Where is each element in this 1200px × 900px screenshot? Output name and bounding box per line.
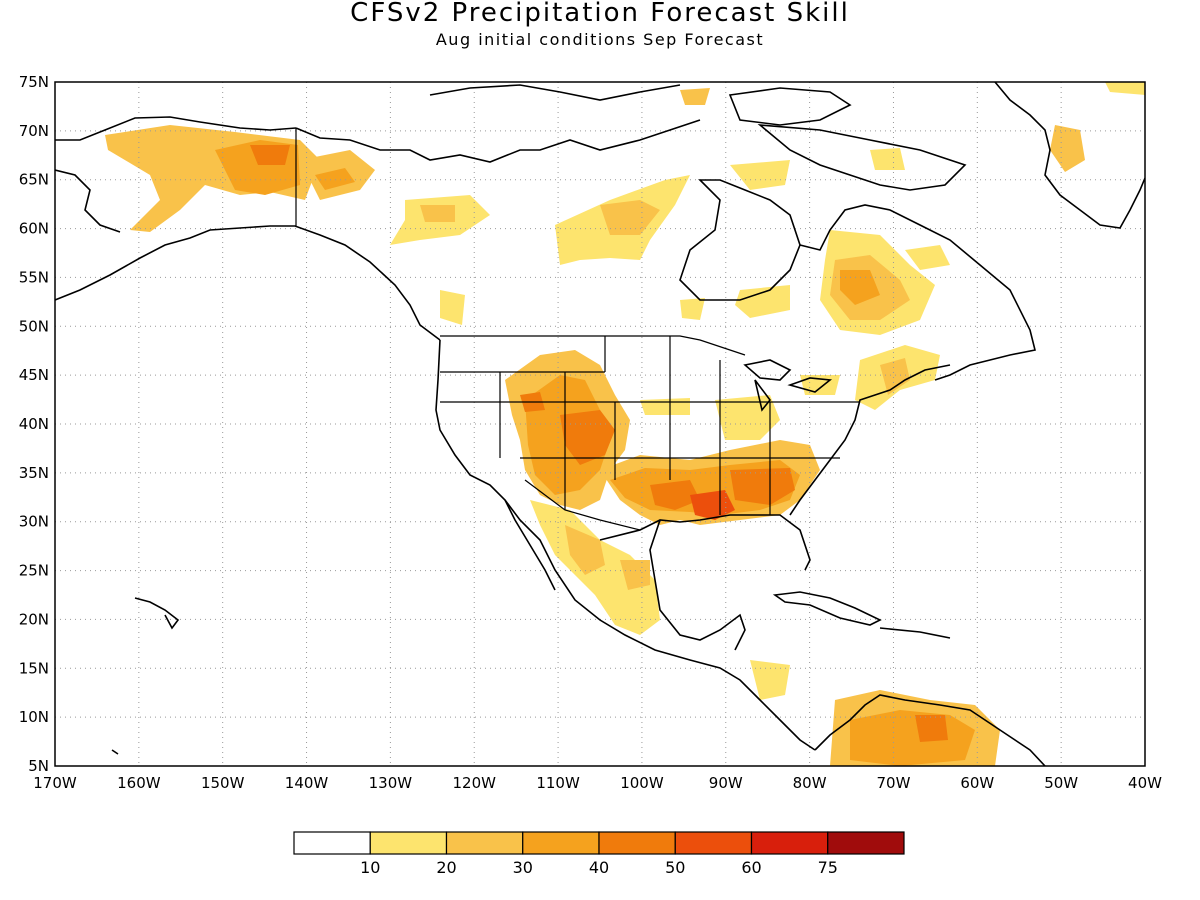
lat-tick-label: 50N (19, 317, 49, 335)
lon-tick-label: 160W (117, 774, 161, 792)
latitude-labels: 75N 70N 65N 60N 55N 50N 45N 40N 35N 30N 25N 20N 15N 1… (19, 73, 49, 775)
lon-tick-label: 60W (960, 774, 994, 792)
lat-tick-label: 5N (28, 757, 49, 775)
skill-shading (105, 82, 1145, 766)
coastlines (55, 82, 1145, 766)
lat-tick-label: 35N (19, 464, 49, 482)
colorbar-label: 20 (436, 858, 456, 877)
chart-subtitle: Aug initial conditions Sep Forecast (435, 30, 765, 49)
colorbar-label: 30 (513, 858, 533, 877)
colorbar-label: 75 (818, 858, 838, 877)
lat-tick-label: 45N (19, 366, 49, 384)
chart-title: CFSv2 Precipitation Forecast Skill (350, 0, 850, 28)
lat-tick-label: 15N (19, 659, 49, 677)
colorbar-swatch (369, 831, 448, 855)
lon-tick-label: 70W (877, 774, 911, 792)
longitude-labels: 170W 160W 150W 140W 130W 120W 110W 100W 90W 80W 70… (33, 774, 1162, 792)
lat-tick-label: 30N (19, 513, 49, 531)
colorbar-swatch (827, 831, 905, 855)
colorbar-swatch (598, 831, 676, 855)
colorbar-label: 40 (589, 858, 609, 877)
map-gridlines (55, 82, 1145, 766)
lon-tick-label: 150W (201, 774, 245, 792)
colorbar-swatch (674, 831, 753, 855)
lon-tick-label: 90W (709, 774, 743, 792)
lon-tick-label: 50W (1044, 774, 1078, 792)
lat-tick-label: 25N (19, 562, 49, 580)
lat-tick-label: 20N (19, 610, 49, 628)
lat-tick-label: 60N (19, 220, 49, 238)
lon-tick-label: 140W (285, 774, 329, 792)
lat-tick-label: 65N (19, 171, 49, 189)
colorbar-label: 50 (665, 858, 685, 877)
lon-tick-label: 40W (1128, 774, 1162, 792)
colorbar-swatch (522, 831, 600, 855)
lat-tick-label: 55N (19, 268, 49, 286)
colorbar-swatch (445, 831, 524, 855)
lat-tick-label: 70N (19, 122, 49, 140)
lon-tick-label: 110W (536, 774, 580, 792)
lat-tick-label: 10N (19, 708, 49, 726)
colorbar-swatch (293, 831, 371, 855)
colorbar: 10 20 30 40 50 60 75 (293, 831, 905, 877)
lon-tick-label: 130W (369, 774, 413, 792)
colorbar-swatch (750, 831, 829, 855)
lon-tick-label: 120W (452, 774, 496, 792)
map-frame (54, 81, 1146, 767)
lon-tick-label: 80W (793, 774, 827, 792)
political-borders (295, 128, 860, 531)
colorbar-label: 60 (741, 858, 761, 877)
colorbar-label: 10 (360, 858, 380, 877)
lat-tick-label: 75N (19, 73, 49, 91)
lon-tick-label: 100W (620, 774, 664, 792)
lon-tick-label: 170W (33, 774, 77, 792)
lat-tick-label: 40N (19, 415, 49, 433)
